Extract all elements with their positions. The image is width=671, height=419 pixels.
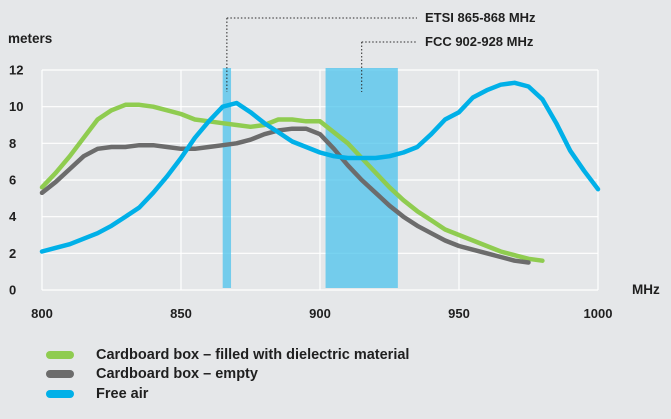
y-tick-label: 4	[9, 209, 17, 224]
legend-item: Cardboard box – filled with dielectric m…	[46, 345, 409, 365]
legend-label: Cardboard box – filled with dielectric m…	[96, 346, 410, 363]
legend: Cardboard box – filled with dielectric m…	[46, 345, 409, 404]
legend-label: Free air	[96, 385, 149, 402]
series-line-0	[39, 102, 545, 263]
series-line-2	[39, 80, 601, 254]
series-line-1	[39, 126, 531, 265]
y-tick-label: 6	[9, 173, 16, 188]
legend-swatch	[46, 370, 74, 379]
x-tick-label: 850	[170, 306, 192, 321]
y-tick-label: 10	[9, 99, 23, 114]
x-axis-label: MHz	[632, 282, 660, 297]
x-tick-label: 950	[448, 306, 470, 321]
band-annotations: ETSI 865-868 MHz FCC 902-928 MHz	[226, 10, 536, 92]
y-axis-label: meters	[8, 31, 52, 46]
x-tick-label: 800	[31, 306, 53, 321]
y-tick-label: 0	[9, 283, 16, 298]
band-label: ETSI 865-868 MHz	[425, 10, 536, 25]
band-label: FCC 902-928 MHz	[425, 34, 534, 49]
y-tick-label: 12	[9, 63, 23, 78]
legend-item: Free air	[46, 384, 409, 404]
legend-item: Cardboard box – empty	[46, 365, 409, 385]
legend-swatch	[46, 350, 74, 359]
legend-label: Cardboard box – empty	[96, 366, 258, 383]
x-tick-label: 900	[309, 306, 331, 321]
legend-swatch	[46, 389, 74, 398]
frequency-bands	[222, 68, 398, 288]
y-tick-label: 8	[9, 136, 16, 151]
y-tick-label: 2	[9, 246, 16, 261]
axes: meters MHz 0 2 4 6 8 10 12 800 850 900 950 1000	[8, 31, 660, 321]
x-tick-label: 1000	[584, 306, 613, 321]
band-0	[222, 68, 232, 288]
series-lines	[39, 80, 601, 265]
